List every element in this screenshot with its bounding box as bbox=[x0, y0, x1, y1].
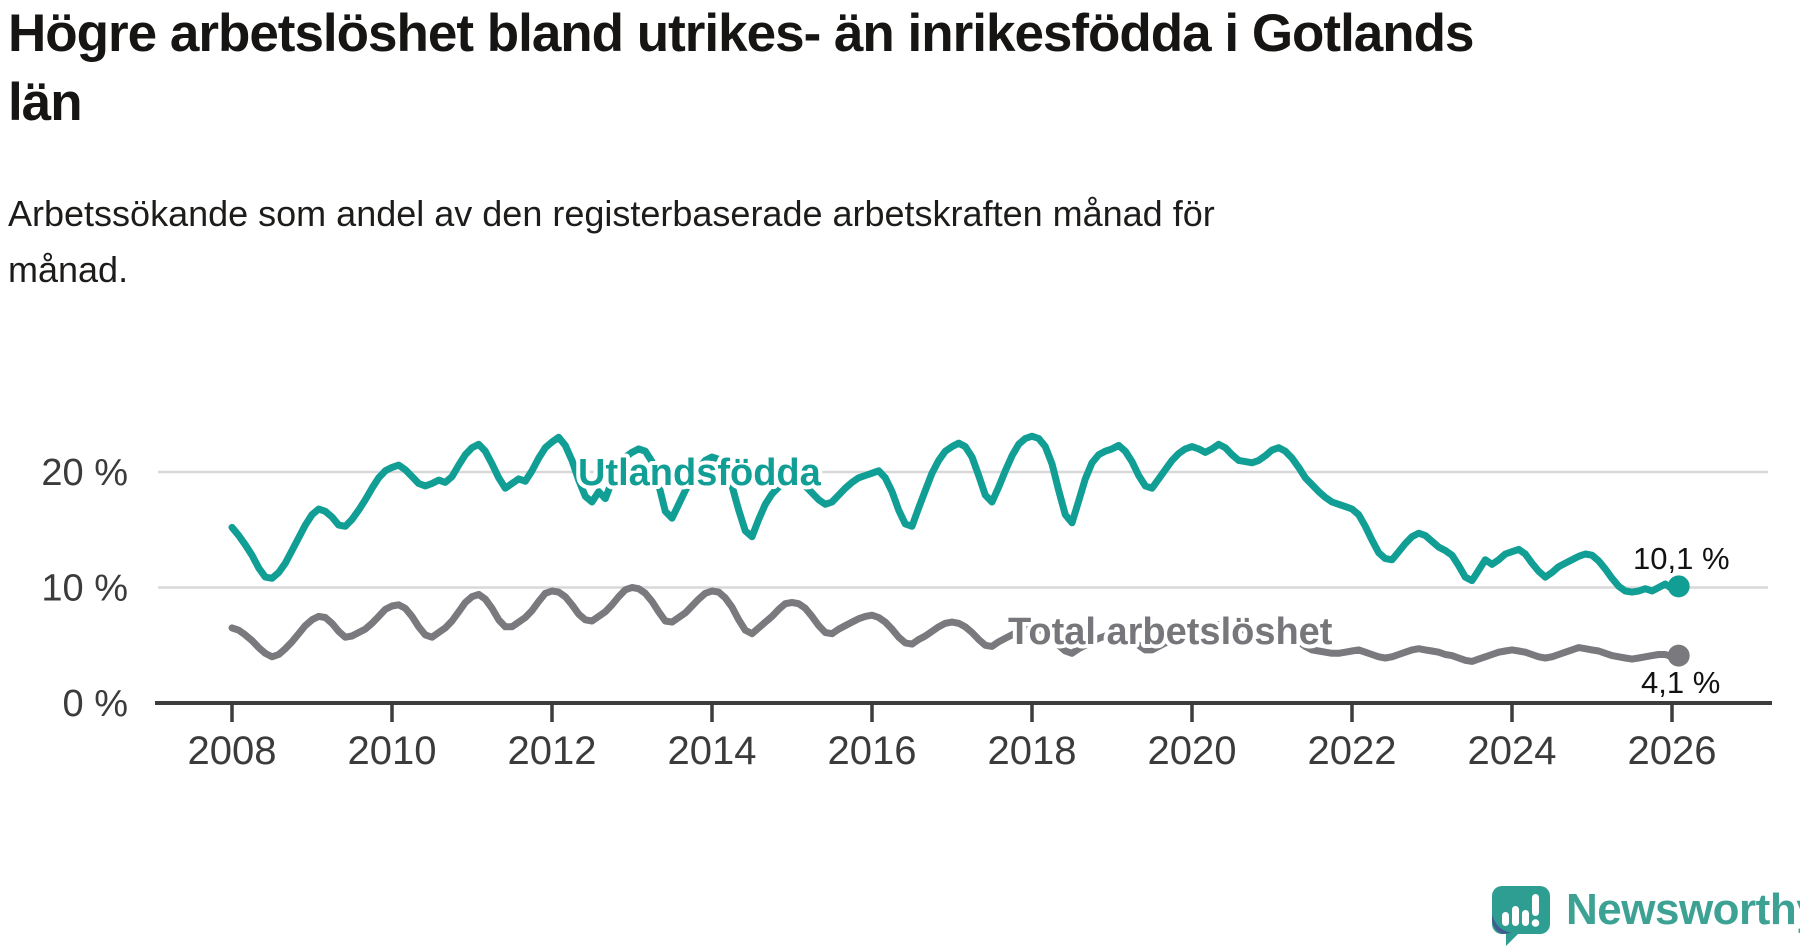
x-tick-label-2008: 2008 bbox=[188, 729, 277, 773]
newsworthy-speech-bubble-bar-chart-icon bbox=[1492, 886, 1550, 946]
x-tick-label-2022: 2022 bbox=[1308, 729, 1397, 773]
logo-exclamation-bar bbox=[1532, 894, 1539, 916]
logo-navy-accent bbox=[1492, 914, 1512, 934]
series-end-dot-utlandsfodda bbox=[1667, 575, 1690, 598]
series-label-utlandsfodda: Utlandsfödda bbox=[578, 452, 822, 494]
newsworthy-logo: Newsworthy bbox=[1488, 884, 1800, 948]
series-line-utlandsfodda bbox=[228, 432, 1683, 596]
x-tick-label-2010: 2010 bbox=[348, 729, 437, 773]
line-chart: 2008 2010 2012 2014 2016 2018 2020 2022 2024 2026… bbox=[41, 432, 1772, 773]
y-tick-label-10: 10 % bbox=[41, 568, 128, 610]
newsworthy-logo-text: Newsworthy bbox=[1566, 885, 1800, 934]
end-value-label-total: 4,1 % bbox=[1641, 665, 1720, 700]
logo-exclamation-dot bbox=[1531, 919, 1540, 927]
x-tick-label-2018: 2018 bbox=[988, 729, 1077, 773]
logo-bubble-shape bbox=[1492, 886, 1550, 946]
y-tick-label-0: 0 % bbox=[63, 683, 128, 725]
x-tick-label-2012: 2012 bbox=[508, 729, 597, 773]
series-end-dot-total bbox=[1667, 644, 1690, 667]
logo-bar-small bbox=[1502, 912, 1509, 926]
series-line-total bbox=[228, 584, 1683, 665]
y-tick-label-20: 20 % bbox=[41, 452, 128, 494]
x-tick-label-2020: 2020 bbox=[1148, 729, 1237, 773]
logo-bar-large bbox=[1522, 910, 1529, 926]
logo-bar-medium bbox=[1512, 906, 1519, 926]
x-tick-label-2016: 2016 bbox=[828, 729, 917, 773]
end-value-label-utlandsfodda: 10,1 % bbox=[1633, 541, 1730, 576]
chart-subtitle: Arbetssökande som andel av den registerb… bbox=[8, 193, 1215, 290]
x-tick-label-2014: 2014 bbox=[668, 729, 757, 773]
x-tick-label-2024: 2024 bbox=[1468, 729, 1557, 773]
x-tick-label-2026: 2026 bbox=[1628, 729, 1717, 773]
series-label-total: Total arbetslöshet bbox=[1008, 611, 1333, 653]
chart-title: Högre arbetslöshet bland utrikes- än inr… bbox=[8, 4, 1475, 132]
